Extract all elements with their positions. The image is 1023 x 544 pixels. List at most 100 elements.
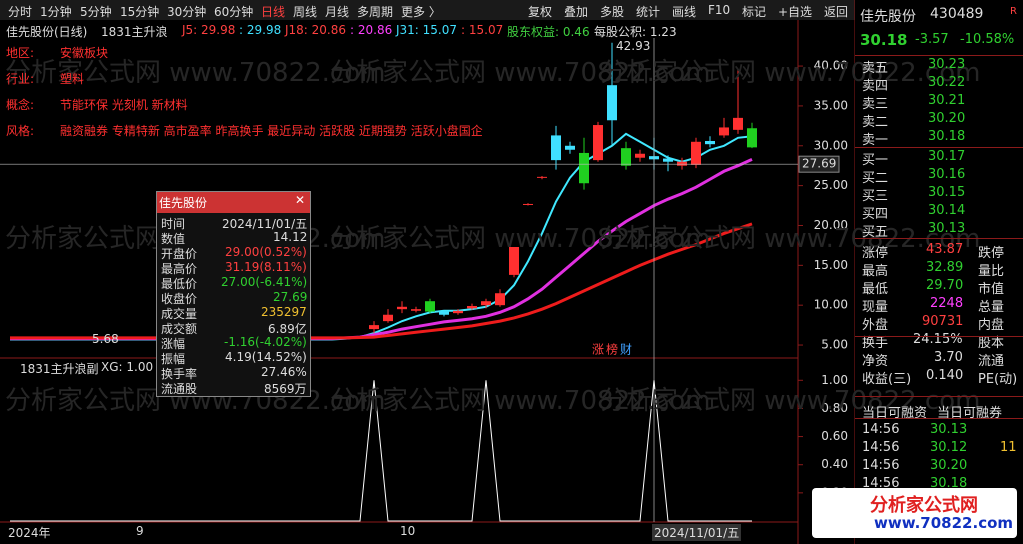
popup-label: 收盘价: [161, 292, 198, 306]
margin-label: 当日可融券: [937, 406, 1003, 421]
y-tick-label: 0.60: [821, 429, 848, 443]
book-label: 买一: [862, 153, 889, 168]
popup-label: 时间: [161, 217, 186, 231]
indicator-value: J5: 29.98: [182, 23, 236, 37]
book-price: 30.13: [928, 221, 966, 236]
x-axis-label: 10: [400, 524, 416, 538]
tag-value: 塑料: [60, 72, 85, 86]
popup-label: 开盘价: [161, 247, 198, 261]
tag-label: 风格:: [6, 124, 35, 138]
ma-line: [10, 222, 753, 340]
x-axis-label: 9: [136, 524, 144, 538]
popup-value: 6.89亿: [268, 322, 307, 336]
watermark: 分析家公式网 www.70822.com: [600, 386, 981, 416]
popup-label: 换手率: [161, 367, 198, 381]
close-button[interactable]: ✕: [295, 193, 306, 207]
crosshair-label: 27.69: [802, 157, 836, 171]
change: -3.57: [915, 32, 949, 47]
tag-label: 概念:: [6, 98, 35, 112]
popup-value: 8569万: [264, 382, 307, 396]
candle-body: [369, 325, 379, 330]
book-price: 30.20: [928, 111, 966, 126]
candle-body: [509, 246, 519, 275]
period-tab[interactable]: 周线: [293, 5, 318, 19]
candle-body: [607, 85, 617, 121]
period-tab[interactable]: 5分钟: [80, 5, 112, 19]
candle-body: [495, 293, 505, 306]
tool-button[interactable]: 多股: [600, 5, 625, 19]
stat-value: 24.15%: [913, 332, 963, 347]
y-tick-label: 35.00: [814, 98, 848, 112]
x-axis-label: 2024/11/01/五: [652, 524, 742, 541]
indicator-value: J31: 15.07: [396, 23, 458, 37]
tool-button[interactable]: +自选: [778, 5, 813, 19]
popup: 佳先股份 ✕ 时间 2024/11/01/五 数值 14.12 开盘价 29.00(0.52%…: [156, 191, 311, 397]
stat-value: 29.70: [926, 278, 964, 293]
watermark: 分析家公式网 www.70822.com: [330, 224, 711, 254]
trade-volume: 11: [1000, 440, 1017, 455]
book-price: 30.21: [928, 93, 966, 108]
tool-button[interactable]: 叠加: [564, 5, 589, 19]
period-tab[interactable]: 日线: [261, 5, 286, 19]
change-pct: -10.58%: [960, 32, 1015, 47]
period-tab[interactable]: 月线: [325, 5, 350, 19]
popup-label: 成交额: [161, 322, 198, 336]
stat-value: 0.140: [926, 368, 964, 383]
tool-button[interactable]: 画线: [672, 5, 697, 19]
stat-label: 外盘: [862, 318, 889, 333]
popup-label: 数值: [161, 232, 186, 246]
watermark: 分析家公式网 www.70822.com: [600, 58, 981, 88]
y-tick-label: 1.00: [821, 373, 848, 387]
candle-body: [453, 310, 463, 314]
popup-label: 流通股: [161, 382, 198, 396]
book-label: 卖五: [862, 61, 889, 76]
trade-time: 14:56: [862, 458, 900, 473]
indicator-value: 股东权益: 0.46: [507, 25, 590, 39]
stat-label: 市值: [978, 282, 1005, 297]
tool-button[interactable]: 复权: [528, 5, 553, 19]
badge: 榜: [606, 342, 618, 357]
tool-button[interactable]: 统计: [636, 5, 661, 19]
book-price: 30.17: [928, 149, 966, 164]
tool-button[interactable]: 返回: [824, 5, 849, 19]
y-tick-label: 25.00: [814, 178, 848, 192]
stat-label: PE(动): [978, 372, 1018, 387]
watermark: 分析家公式网 www.70822.com: [330, 386, 711, 416]
book-price: 30.18: [928, 129, 966, 144]
period-tab[interactable]: 60分钟: [214, 5, 254, 19]
tool-button[interactable]: 标记: [742, 5, 767, 19]
period-tab[interactable]: 30分钟: [167, 5, 207, 19]
stat-label: 涨停: [862, 246, 889, 261]
tool-button[interactable]: F10: [708, 3, 731, 17]
stat-label: 量比: [978, 264, 1005, 279]
y-tick-label: 0.80: [821, 401, 848, 415]
period-tab[interactable]: 1分钟: [40, 5, 72, 19]
book-price: 30.22: [928, 75, 966, 90]
popup-title: 佳先股份: [157, 192, 310, 213]
candle-body: [481, 301, 491, 306]
high-label: 42.93: [616, 39, 650, 53]
book-label: 卖一: [862, 133, 889, 148]
y-tick-label: 10.00: [814, 298, 848, 312]
indicator-value: : 29.98: [239, 23, 282, 37]
popup-label: 成交量: [161, 307, 198, 321]
candle-body: [467, 305, 477, 309]
stat-value: 32.89: [926, 260, 964, 275]
y-tick-label: 15.00: [814, 258, 848, 272]
book-label: 卖二: [862, 115, 889, 130]
trade-time: 14:56: [862, 422, 900, 437]
candle-body: [747, 128, 757, 148]
stat-value: 3.70: [934, 350, 963, 365]
period-tab[interactable]: 15分钟: [120, 5, 160, 19]
trade-price: 30.13: [930, 422, 968, 437]
period-tab[interactable]: 分时: [8, 5, 33, 19]
stat-label: 股本: [978, 336, 1005, 351]
popup-label: 最高价: [161, 262, 198, 276]
popup-value: 2024/11/01/五: [222, 217, 308, 231]
stat-label: 换手: [862, 336, 889, 351]
stat-label: 跌停: [978, 246, 1005, 261]
period-tab[interactable]: 多周期: [357, 5, 394, 19]
period-tab[interactable]: 更多 〉: [401, 5, 441, 19]
y-tick-label: 20.00: [814, 218, 848, 232]
y-tick-label: 30.00: [814, 138, 848, 152]
